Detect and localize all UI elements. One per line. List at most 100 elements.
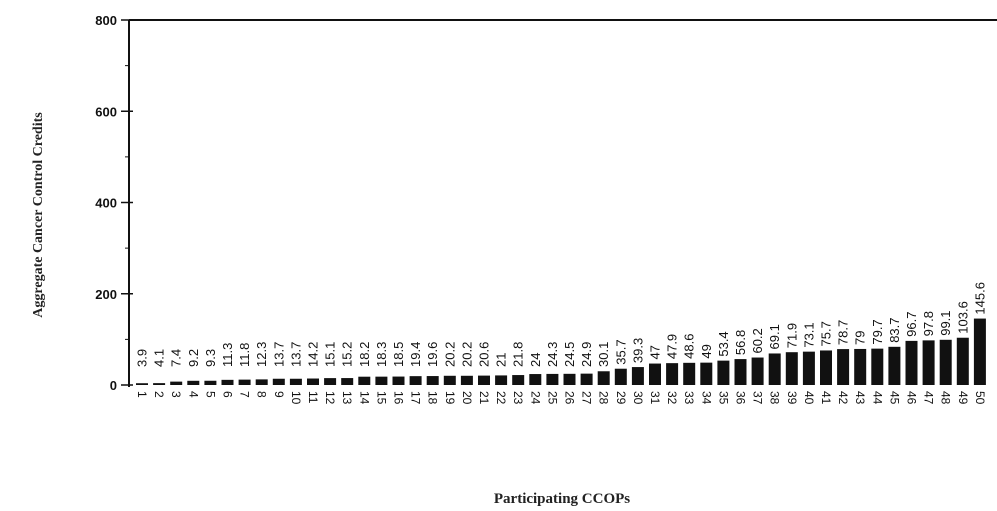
category-label: 38 — [768, 391, 782, 405]
data-labels: 3.9 4.1 7.4 9.2 9.3 11.3 11.8 12.3 13.7 13.7 14.2 1… — [135, 282, 988, 367]
category-label: 5 — [203, 391, 217, 398]
category-label: 15 — [374, 391, 388, 405]
category-label: 24 — [528, 391, 542, 405]
category-label: 23 — [511, 391, 525, 405]
data-label: 96.7 — [904, 312, 919, 337]
bar — [683, 362, 696, 385]
bar — [614, 368, 627, 385]
bar — [204, 380, 217, 385]
data-label: 20.2 — [459, 342, 474, 367]
category-label: 30 — [631, 391, 645, 405]
bar — [460, 375, 473, 385]
data-label: 47.9 — [665, 334, 680, 359]
data-label: 21.8 — [511, 342, 526, 367]
data-label: 71.9 — [784, 323, 799, 348]
bar — [700, 362, 713, 385]
bar — [631, 367, 644, 385]
y-tick-label: 800 — [95, 13, 117, 28]
data-label: 11.3 — [220, 343, 235, 367]
bar — [272, 378, 285, 385]
category-label: 46 — [905, 391, 919, 405]
bar — [956, 337, 969, 385]
y-tick-label: 200 — [95, 287, 117, 302]
data-label: 3.9 — [135, 349, 150, 367]
data-label: 35.7 — [613, 339, 628, 364]
category-label: 50 — [973, 391, 987, 405]
data-label: 18.2 — [357, 342, 372, 367]
bar — [375, 376, 388, 385]
category-label: 19 — [443, 391, 457, 405]
data-label: 69.1 — [767, 324, 782, 349]
data-label: 20.6 — [477, 342, 492, 367]
data-label: 56.8 — [733, 330, 748, 355]
data-label: 97.8 — [921, 311, 936, 336]
bar — [820, 350, 832, 385]
bar — [649, 363, 661, 385]
category-label: 49 — [956, 391, 970, 405]
data-label: 75.7 — [819, 321, 834, 346]
data-label: 14.2 — [306, 342, 321, 367]
data-label: 15.2 — [340, 342, 355, 367]
data-label: 20.2 — [442, 342, 457, 367]
data-label: 30.1 — [596, 342, 611, 367]
category-label: 21 — [477, 391, 491, 405]
data-label: 78.7 — [836, 320, 851, 345]
y-axis: 0 200 400 600 800 — [95, 13, 997, 393]
category-label: 16 — [392, 391, 406, 405]
bar — [580, 373, 593, 385]
category-label: 22 — [494, 391, 508, 405]
bar — [888, 346, 901, 385]
data-label: 19.6 — [425, 342, 440, 367]
data-label: 60.2 — [750, 328, 765, 353]
data-label: 13.7 — [288, 342, 303, 367]
category-label: 32 — [665, 391, 679, 405]
category-label: 13 — [340, 391, 354, 405]
data-label: 9.3 — [203, 349, 218, 367]
data-label: 24.9 — [579, 342, 594, 367]
bar — [751, 357, 764, 385]
data-label: 47 — [648, 345, 663, 359]
data-label: 79 — [853, 330, 868, 344]
bar — [478, 375, 490, 385]
bar — [905, 340, 918, 385]
category-label: 14 — [357, 391, 371, 405]
data-label: 73.1 — [801, 322, 816, 347]
bars — [136, 318, 986, 385]
bar — [854, 348, 867, 385]
category-label: 20 — [460, 391, 474, 405]
category-label: 48 — [939, 391, 953, 405]
data-label: 49 — [699, 344, 714, 358]
bar — [785, 352, 798, 385]
y-tick-label: 400 — [95, 196, 117, 211]
bar — [837, 349, 850, 385]
data-label: 18.5 — [391, 342, 406, 367]
data-label: 12.3 — [254, 342, 269, 367]
bar — [358, 376, 371, 385]
category-label: 25 — [545, 391, 559, 405]
bar — [546, 373, 559, 385]
bar — [289, 378, 302, 385]
bar — [153, 383, 166, 385]
category-label: 9 — [272, 391, 286, 398]
category-label: 2 — [152, 391, 166, 398]
bar — [324, 378, 337, 385]
data-label: 9.2 — [186, 349, 201, 367]
data-label: 39.3 — [630, 338, 645, 363]
data-label: 79.7 — [870, 319, 885, 344]
bar — [802, 351, 815, 385]
y-tick-label: 0 — [110, 378, 117, 393]
category-label: 4 — [186, 391, 200, 398]
data-label: 13.7 — [271, 342, 286, 367]
category-label: 27 — [580, 391, 594, 405]
category-label: 34 — [699, 391, 713, 405]
data-label: 48.6 — [682, 334, 697, 359]
category-label: 1 — [135, 391, 149, 398]
data-label: 145.6 — [972, 282, 987, 315]
bar — [529, 374, 542, 385]
data-label: 24 — [528, 353, 543, 367]
bar — [734, 359, 747, 385]
bar — [563, 373, 576, 385]
bar — [597, 371, 610, 385]
category-label: 17 — [409, 391, 423, 405]
